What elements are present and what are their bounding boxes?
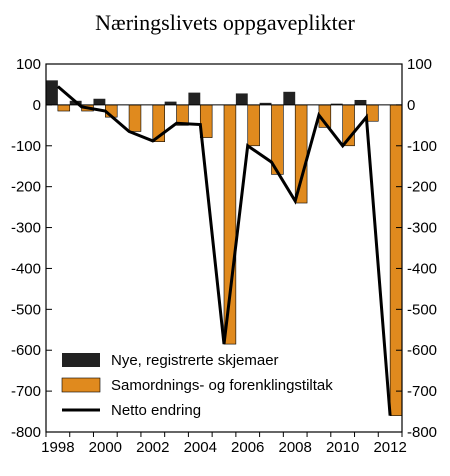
- legend: Nye, registrerte skjemaer Samordnings- o…: [61, 352, 333, 419]
- y-tick-label-left: -200: [11, 179, 41, 196]
- y-tick-label-right: -400: [407, 260, 437, 277]
- bar-simplification-1998: [57, 104, 71, 112]
- x-tick-label: 2000: [89, 439, 122, 456]
- y-tick-label-left: -500: [11, 301, 41, 318]
- y-tick-label-left: -600: [11, 342, 41, 359]
- y-axis-right: 100 0 -100 -200 -300 -400 -500 -600 -700 -800: [396, 56, 437, 441]
- y-axis-left: 100 0 -100 -200 -300 -400 -500 -600 -700 -800: [11, 56, 52, 441]
- plot-frame: [45, 63, 403, 433]
- legend-swatch-simplification: [61, 377, 101, 393]
- bar-new-forms-2010: [330, 103, 343, 105]
- legend-label-net-change: Netto endring: [111, 402, 201, 419]
- bar-simplification-2006: [247, 104, 260, 147]
- net-change-line: [56, 85, 392, 416]
- x-tick-label: 2012: [373, 439, 406, 456]
- y-tick-label-left: -400: [11, 260, 41, 277]
- y-tick-label-right: -200: [407, 179, 437, 196]
- y-tick-label-left: -800: [11, 424, 41, 441]
- bar-new-forms-2008: [283, 91, 296, 105]
- x-tick-label: 2008: [279, 439, 312, 456]
- y-tick-label-right: -300: [407, 220, 437, 237]
- x-axis: 1998 2000 2002 2004 2006 2008 2010 2012: [41, 432, 407, 456]
- y-tick-label-right: -600: [407, 342, 437, 359]
- y-tick-label-right: -100: [407, 138, 437, 155]
- bars-simplification: [57, 104, 403, 416]
- bar-simplification-2011: [366, 104, 379, 122]
- x-tick-label: 1998: [41, 439, 74, 456]
- y-tick-label-right: -500: [407, 301, 437, 318]
- bar-new-forms-1998: [46, 80, 58, 105]
- bar-simplification-2001: [128, 104, 142, 132]
- y-tick-label-left: -700: [11, 383, 41, 400]
- y-tick-label-right: -700: [407, 383, 437, 400]
- x-tick-label: 2002: [136, 439, 169, 456]
- y-tick-label-left: -300: [11, 220, 41, 237]
- y-tick-label-left: 0: [33, 97, 41, 114]
- bar-simplification-2005: [223, 104, 237, 345]
- legend-swatch-new-forms: [62, 353, 100, 367]
- y-tick-label-left: -100: [11, 138, 41, 155]
- bar-new-forms-2007: [259, 102, 272, 105]
- y-tick-label-right: -800: [407, 424, 437, 441]
- x-tick-label: 2010: [326, 439, 359, 456]
- legend-label-simplification: Samordnings- og forenklingstiltak: [111, 377, 333, 394]
- bar-simplification-2012: [389, 104, 403, 416]
- bars-new-forms: [46, 80, 367, 105]
- x-tick-label: 2004: [184, 439, 217, 456]
- bar-new-forms-2004: [188, 92, 201, 105]
- bar-new-forms-2000: [93, 98, 106, 105]
- y-tick-label-right: 100: [407, 56, 432, 73]
- bar-simplification-2008: [294, 104, 308, 204]
- x-tick-label: 2006: [231, 439, 264, 456]
- bar-new-forms-2011: [354, 99, 367, 105]
- y-tick-label-left: 100: [16, 56, 41, 73]
- legend-label-new-forms: Nye, registrerte skjemaer: [111, 352, 279, 369]
- chart-title: Næringslivets oppgaveplikter: [95, 10, 355, 35]
- bar-new-forms-2003: [164, 101, 177, 105]
- y-tick-label-right: 0: [407, 97, 415, 114]
- bar-new-forms-2006: [235, 93, 248, 105]
